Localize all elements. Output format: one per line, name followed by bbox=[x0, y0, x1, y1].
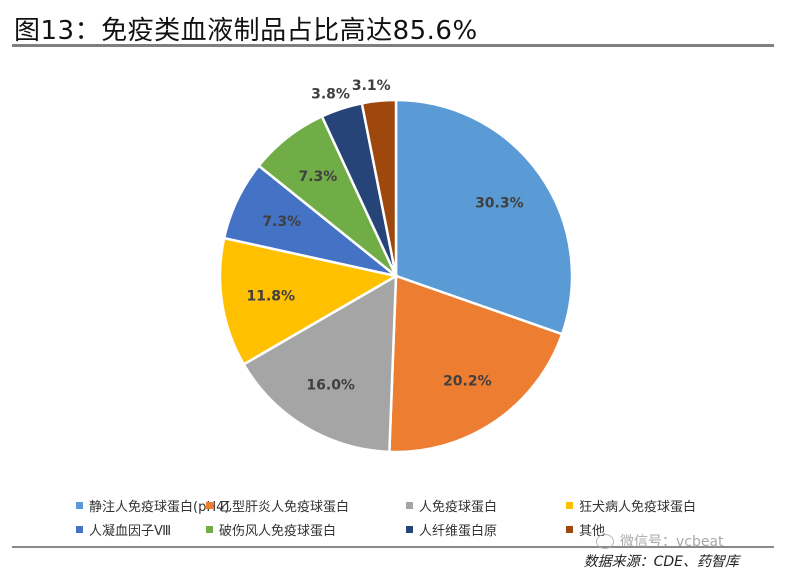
pie-slice-7 bbox=[360, 98, 398, 277]
legend-swatch-3 bbox=[566, 502, 573, 509]
legend-label-5: 破伤风人免疫球蛋白 bbox=[219, 524, 337, 539]
legend-swatch-1 bbox=[206, 502, 213, 509]
source-note: 数据来源：CDE、药智库 bbox=[583, 554, 739, 570]
data-label-2: 16.0% bbox=[306, 378, 355, 394]
legend-item-1: 乙型肝炎人免疫球蛋白 bbox=[206, 496, 349, 515]
watermark-text: 微信号：vcbeat bbox=[620, 534, 724, 550]
legend-label-4: 人凝血因子Ⅷ bbox=[89, 524, 172, 539]
legend-label-3: 狂犬病人免疫球蛋白 bbox=[579, 500, 697, 515]
legend-label-0: 静注人免疫球蛋白(pH4) bbox=[89, 500, 230, 515]
data-label-6: 3.8% bbox=[311, 86, 350, 102]
wechat-icon bbox=[596, 533, 614, 549]
legend-item-0: 静注人免疫球蛋白(pH4) bbox=[76, 496, 229, 515]
legend-swatch-2 bbox=[406, 502, 413, 509]
chart-legend: 静注人免疫球蛋白(pH4) 乙型肝炎人免疫球蛋白 人免疫球蛋白 狂犬病人免疫球蛋白人凝… bbox=[76, 496, 756, 542]
pie-slice-0 bbox=[394, 98, 574, 336]
chart-title: 图13：免疫类血液制品占比高达85.6% bbox=[14, 16, 478, 46]
bottom-divider bbox=[12, 546, 774, 548]
legend-item-3: 狂犬病人免疫球蛋白 bbox=[566, 496, 696, 515]
legend-label-6: 人纤维蛋白原 bbox=[419, 524, 498, 539]
data-label-5: 7.3% bbox=[298, 169, 337, 185]
legend-swatch-4 bbox=[76, 526, 83, 533]
legend-item-2: 人免疫球蛋白 bbox=[406, 496, 497, 515]
data-label-0: 30.3% bbox=[475, 196, 524, 212]
legend-label-2: 人免疫球蛋白 bbox=[419, 500, 498, 515]
pie-slice-1 bbox=[388, 274, 564, 454]
data-label-7: 3.1% bbox=[352, 78, 391, 94]
pie-slice-3 bbox=[218, 236, 400, 367]
legend-swatch-6 bbox=[406, 526, 413, 533]
legend-item-4: 人凝血因子Ⅷ bbox=[76, 520, 171, 539]
legend-swatch-5 bbox=[206, 526, 213, 533]
legend-item-6: 人纤维蛋白原 bbox=[406, 520, 497, 539]
watermark: 微信号：vcbeat bbox=[596, 530, 772, 552]
legend-label-1: 乙型肝炎人免疫球蛋白 bbox=[219, 500, 350, 515]
legend-swatch-0 bbox=[76, 502, 83, 509]
legend-item-5: 破伤风人免疫球蛋白 bbox=[206, 520, 336, 539]
data-label-4: 7.3% bbox=[262, 214, 301, 230]
legend-swatch-7 bbox=[566, 526, 573, 533]
data-label-1: 20.2% bbox=[443, 374, 492, 390]
data-label-3: 11.8% bbox=[246, 288, 295, 304]
pie-slice-2 bbox=[242, 273, 398, 454]
title-divider bbox=[12, 44, 774, 47]
